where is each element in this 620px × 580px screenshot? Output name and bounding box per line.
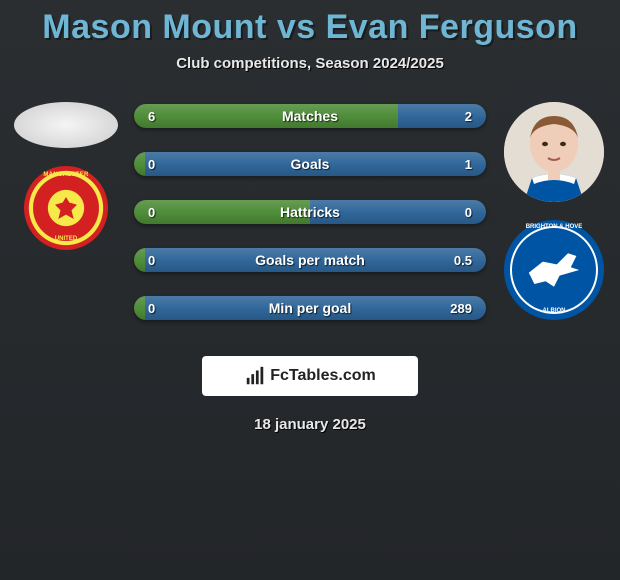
- stat-value-left: 0: [148, 253, 155, 268]
- stat-value-right: 1: [465, 157, 472, 172]
- stat-value-right: 289: [450, 301, 472, 316]
- stat-value-left: 0: [148, 157, 155, 172]
- club-ring-text: ALBION: [543, 308, 566, 314]
- stat-value-right: 0: [465, 205, 472, 220]
- stat-label: Goals per match: [255, 252, 365, 268]
- bar-segment-right: [398, 104, 486, 128]
- right-side: BRIGHTON & HOVE ALBION: [494, 102, 614, 320]
- stat-label: Min per goal: [269, 300, 351, 316]
- bar-segment-left: [134, 152, 145, 176]
- comparison-card: Mason Mount vs Evan Ferguson Club compet…: [0, 0, 620, 580]
- date-text: 18 january 2025: [0, 416, 620, 433]
- stat-value-right: 0.5: [454, 253, 472, 268]
- seagull-icon: [526, 242, 582, 298]
- stat-bars: 6 2 Matches 0 1 Goals 0 0 Hattricks 0 0.5 Goals per…: [126, 104, 494, 320]
- club-ring-text: BRIGHTON & HOVE: [526, 224, 583, 230]
- subtitle: Club competitions, Season 2024/2025: [0, 55, 620, 72]
- player-photo-right: [504, 102, 604, 202]
- club-crest-icon: [55, 197, 77, 219]
- content-row: 6 2 Matches 0 1 Goals 0 0 Hattricks 0 0.5 Goals per…: [0, 102, 620, 320]
- player-photo-left: [14, 102, 118, 148]
- stat-row: 0 289 Min per goal: [134, 296, 486, 320]
- bar-segment-left: [134, 248, 145, 272]
- player-face-icon: [504, 102, 604, 202]
- stat-row: 0 0.5 Goals per match: [134, 248, 486, 272]
- stat-value-left: 0: [148, 205, 155, 220]
- stat-label: Goals: [291, 156, 330, 172]
- club-logo-right: BRIGHTON & HOVE ALBION: [504, 220, 604, 320]
- bar-segment-left: [134, 104, 398, 128]
- club-logo-left: [24, 166, 108, 250]
- stat-value-left: 6: [148, 109, 155, 124]
- stat-row: 6 2 Matches: [134, 104, 486, 128]
- footer-brand-text: FcTables.com: [270, 367, 376, 385]
- left-side: [6, 102, 126, 250]
- stat-label: Hattricks: [280, 204, 340, 220]
- page-title: Mason Mount vs Evan Ferguson: [0, 8, 620, 47]
- bar-chart-icon: [244, 365, 266, 387]
- bar-segment-left: [134, 296, 145, 320]
- stat-row: 0 1 Goals: [134, 152, 486, 176]
- stat-value-left: 0: [148, 301, 155, 316]
- stat-row: 0 0 Hattricks: [134, 200, 486, 224]
- stat-value-right: 2: [465, 109, 472, 124]
- footer-brand-badge: FcTables.com: [202, 356, 418, 396]
- stat-label: Matches: [282, 108, 338, 124]
